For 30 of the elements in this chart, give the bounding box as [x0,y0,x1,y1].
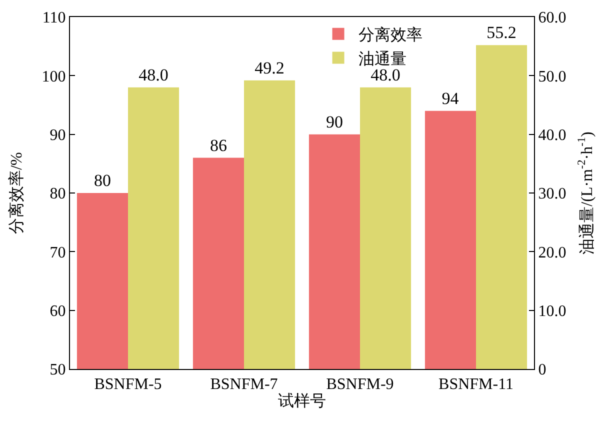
data-label: 48.0 [370,65,400,84]
y2-tick-label: 0 [538,362,546,379]
y-tick-label: 50 [50,362,66,379]
x-tick-label: BSNFM-11 [438,376,514,394]
data-label: 90 [326,112,343,132]
y-axis-title: 分离效率/% [8,152,26,234]
y-tick-label: 90 [50,126,66,144]
y2-tick-label: 20.0 [538,244,566,262]
legend-label: 分离效率 [358,26,422,44]
y2-tick-label: 60.0 [538,10,566,27]
y-tick-label: 60 [50,302,66,320]
data-label: 80 [94,171,111,190]
y2-tick-label: 10.0 [538,302,566,320]
data-label: 86 [210,136,227,155]
x-tick-label: BSNFM-9 [326,376,394,394]
legend-label: 油通量 [358,50,406,68]
y2-tick-label: 40.0 [538,126,566,144]
y-tick-label: 70 [50,244,66,262]
data-label: 55.2 [486,23,516,42]
y2-tick-label: 30.0 [538,186,566,203]
data-label: 48.0 [138,65,168,84]
x-axis-title: 试样号 [278,392,326,410]
y-tick-label: 110 [42,10,66,27]
data-label: 49.2 [254,58,284,78]
y2-tick-label: 50.0 [538,68,566,86]
y-tick-label: 100 [42,68,66,86]
x-tick-label: BSNFM-5 [94,376,162,394]
x-tick-label: BSNFM-7 [210,376,278,394]
data-label: 94 [442,88,460,108]
y-tick-label: 80 [50,186,66,203]
